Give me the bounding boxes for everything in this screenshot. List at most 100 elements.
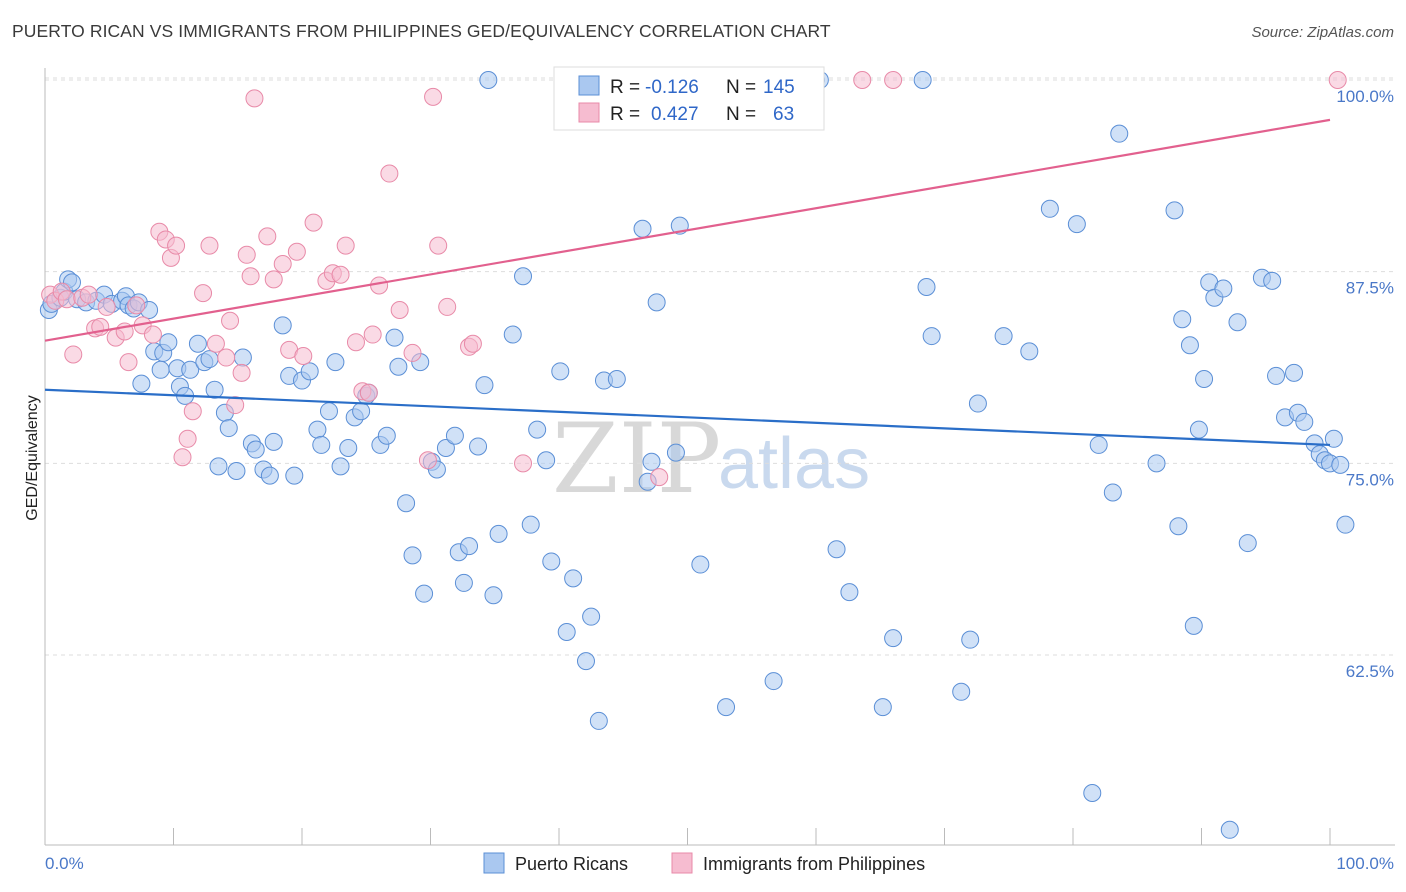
philippines-point (200, 236, 219, 255)
philippines-point (217, 348, 236, 367)
philippines-point (97, 297, 116, 316)
puerto-rican-point (227, 462, 246, 480)
philippines-point (418, 451, 437, 470)
philippines-point (245, 89, 264, 108)
philippines-point (79, 285, 98, 304)
puerto-rican-point (607, 370, 626, 388)
philippines-point (287, 242, 306, 261)
series-label-puerto-ricans: Puerto Ricans (515, 854, 628, 874)
puerto-rican-point (642, 452, 661, 471)
y-tick-label: 87.5% (1346, 279, 1394, 298)
puerto-rican-point (1165, 201, 1184, 220)
puerto-rican-point (551, 362, 570, 381)
puerto-rican-point (1067, 215, 1086, 234)
puerto-rican-point (151, 360, 170, 379)
puerto-rican-point (557, 623, 576, 641)
puerto-rican-point (994, 327, 1013, 346)
philippines-point (241, 267, 260, 286)
philippines-point (1328, 71, 1347, 89)
puerto-rican-point (1238, 534, 1257, 553)
puerto-rican-point (884, 629, 903, 648)
puerto-rican-point (436, 439, 455, 457)
legend-n-label: N = (726, 77, 756, 98)
philippines-point (359, 383, 378, 402)
puerto-rican-point (339, 439, 358, 457)
x-tick-label-max: 100.0% (1336, 854, 1394, 873)
philippines-point (380, 164, 399, 183)
correlation-legend: R = -0.126 N = 145 R = 0.427 N = 63 (553, 66, 825, 131)
puerto-rican-point (415, 584, 434, 603)
puerto-rican-point (300, 362, 319, 381)
puerto-rican-point (484, 586, 503, 605)
puerto-rican-point (1228, 313, 1247, 332)
x-axis-ticks (44, 828, 1331, 845)
philippines-point (370, 276, 389, 295)
puerto-rican-point (326, 353, 345, 372)
puerto-rican-point (205, 380, 224, 399)
philippines-point (331, 265, 350, 284)
puerto-rican-point (1263, 271, 1282, 290)
puerto-rican-point (1267, 366, 1286, 385)
puerto-rican-point (576, 652, 595, 671)
puerto-rican-point (1331, 455, 1350, 474)
philippines-point (127, 296, 146, 315)
puerto-rican-point (528, 420, 547, 439)
philippines-point (178, 429, 197, 448)
puerto-rican-point (913, 71, 932, 89)
puerto-rican-point (469, 437, 488, 456)
puerto-rican-point (331, 457, 350, 476)
puerto-rican-point (246, 440, 265, 459)
philippines-point (226, 396, 245, 415)
puerto-rican-point (589, 711, 608, 730)
philippines-point (336, 236, 355, 255)
puerto-rican-point (352, 402, 371, 421)
y-tick-labels: 100.0% 87.5% 75.0% 62.5% (1336, 87, 1394, 681)
x-tick-label-min: 0.0% (45, 854, 84, 873)
philippines-point (463, 334, 482, 353)
puerto-rican-point (389, 357, 408, 376)
puerto-rican-point (200, 350, 219, 369)
puerto-rican-point (479, 71, 498, 89)
philippines-point (143, 325, 162, 344)
puerto-rican-point (917, 278, 936, 296)
puerto-rican-point (1189, 420, 1208, 439)
puerto-rican-point (1110, 124, 1129, 143)
puerto-rican-point (827, 540, 846, 559)
puerto-rican-point (159, 333, 178, 352)
y-tick-label: 75.0% (1346, 470, 1394, 489)
philippines-point (429, 236, 448, 255)
puerto-rican-point (489, 524, 508, 543)
legend-n-value: 145 (763, 77, 795, 98)
puerto-rican-point (633, 219, 652, 238)
legend-r-label: R = (610, 77, 640, 98)
philippines-point (273, 255, 292, 273)
puerto-rican-point (385, 328, 404, 347)
puerto-ricans-trendline (44, 388, 1331, 447)
legend-n-value: 63 (773, 104, 794, 125)
puerto-rican-point (1184, 616, 1203, 635)
philippines-point (390, 301, 409, 319)
watermark: ZIP atlas (552, 403, 870, 515)
puerto-rican-point (521, 515, 540, 534)
philippines-point (294, 347, 313, 365)
y-axis-label: GED/Equivalency (24, 395, 41, 520)
series-legend: Puerto Ricans Immigrants from Philippine… (483, 852, 925, 874)
philippines-point (424, 87, 443, 106)
puerto-rican-point (514, 267, 533, 286)
puerto-rican-point (188, 334, 207, 353)
puerto-rican-point (717, 698, 736, 717)
y-tick-label: 62.5% (1346, 662, 1394, 681)
puerto-rican-point (1285, 363, 1304, 382)
philippines-point (264, 270, 283, 289)
philippines-point (57, 290, 76, 309)
puerto-rican-point (922, 327, 941, 346)
legend-r-value: 0.427 (651, 104, 699, 125)
philippines-point (438, 297, 457, 316)
legend-r-value: -0.126 (645, 77, 699, 98)
puerto-rican-point (1089, 435, 1108, 454)
y-tick-label: 100.0% (1336, 87, 1394, 106)
puerto-rican-point (403, 546, 422, 565)
puerto-rican-point (764, 672, 783, 691)
legend-r-label: R = (610, 104, 640, 125)
puerto-rican-point (132, 374, 151, 393)
